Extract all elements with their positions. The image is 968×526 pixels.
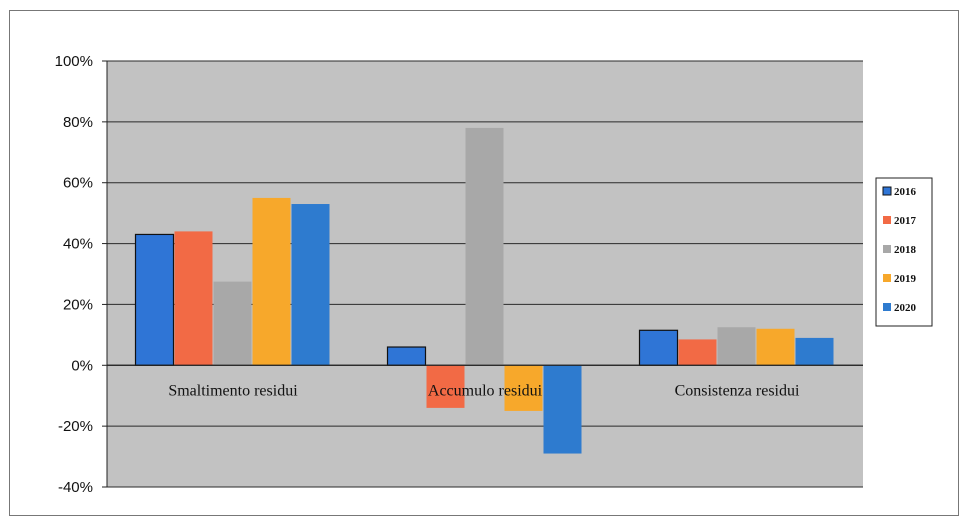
- legend-swatch-2016: [882, 186, 892, 196]
- category-label: Smaltimento residui: [168, 382, 298, 399]
- bar-2017-2: [678, 339, 717, 366]
- legend-swatch-2017: [883, 216, 891, 224]
- legend: 2016 2017 2018 2019 2020: [875, 177, 933, 327]
- legend-label-2020: 2020: [894, 302, 917, 314]
- y-tick-label: -20%: [58, 418, 93, 435]
- bar-2019-1: [504, 365, 543, 411]
- y-tick-label: 40%: [63, 236, 93, 253]
- bar-2016-2: [638, 329, 679, 366]
- y-tick-label: 20%: [63, 296, 93, 313]
- bar-2018-0: [213, 281, 252, 366]
- y-tick-label: 60%: [63, 175, 93, 192]
- bar-2018-2: [717, 327, 756, 366]
- legend-label-2018: 2018: [894, 244, 917, 256]
- legend-swatch-2020: [883, 303, 891, 311]
- bar-2020-1: [543, 365, 582, 454]
- y-tick-label: -40%: [58, 479, 93, 496]
- y-tick-label: 80%: [63, 114, 93, 131]
- x-axis-categories: Smaltimento residui Accumulo residui Consi…: [168, 382, 800, 399]
- bar-2020-0: [291, 204, 330, 366]
- legend-label-2019: 2019: [894, 273, 917, 285]
- legend-label-2016: 2016: [894, 186, 917, 198]
- bar-2016-0: [134, 233, 175, 366]
- legend-label-2017: 2017: [894, 215, 917, 227]
- y-tick-label: 0%: [71, 357, 93, 374]
- bar-2017-1: [426, 365, 465, 408]
- legend-swatch-2019: [883, 274, 891, 282]
- y-tick-label: 100%: [55, 53, 93, 70]
- bar-2018-1: [465, 127, 504, 366]
- bar-2020-2: [795, 337, 834, 366]
- y-axis: 100% 80% 60% 40% 20% 0% -20% -40%: [55, 53, 108, 496]
- bar-2017-0: [174, 231, 213, 366]
- bars: [134, 127, 834, 454]
- bar-chart: 100% 80% 60% 40% 20% 0% -20% -40% Smaltimento r…: [55, 53, 933, 496]
- legend-swatch-2018: [883, 245, 891, 253]
- chart-frame: 100% 80% 60% 40% 20% 0% -20% -40% Smaltimento r…: [9, 10, 959, 516]
- bar-2019-0: [252, 197, 291, 366]
- bar-2019-2: [756, 328, 795, 366]
- bar-2016-1: [386, 346, 427, 366]
- category-label: Accumulo residui: [428, 382, 543, 399]
- category-label: Consistenza residui: [675, 382, 800, 399]
